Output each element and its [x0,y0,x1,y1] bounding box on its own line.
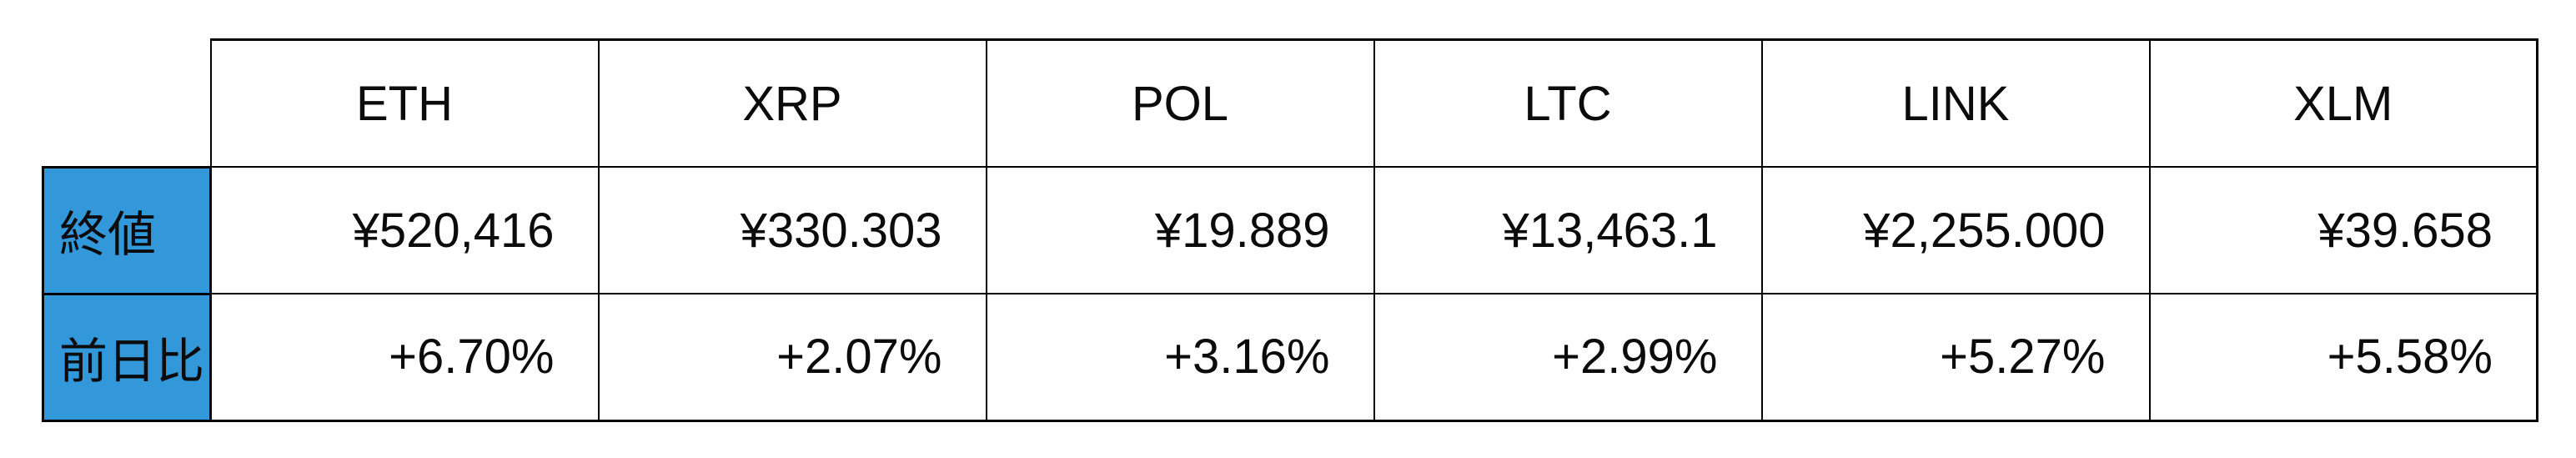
cell-change-xlm: +5.58% [2148,293,2538,422]
cell-change-eth: +6.70% [209,293,600,422]
cell-close-xrp: ¥330.303 [597,166,987,294]
cell-close-pol: ¥19.889 [985,166,1375,294]
table-row-closing-price: 終値 ¥520,416 ¥330.303 ¥19.889 ¥13,463.1 ¥… [42,165,2538,295]
row-label-day-change: 前日比 [42,292,212,422]
col-header-xlm: XLM [2148,38,2538,168]
col-header-xrp: XRP [597,38,987,168]
row-label-closing-price: 終値 [42,165,212,295]
col-header-eth: ETH [209,38,600,168]
col-header-link: LINK [1760,38,2151,168]
table-header-row: ETH XRP POL LTC LINK XLM [43,38,2538,168]
cell-close-xlm: ¥39.658 [2148,166,2538,294]
col-header-ltc: LTC [1373,38,1763,168]
cell-change-xrp: +2.07% [597,293,987,422]
crypto-price-table: ETH XRP POL LTC LINK XLM 終値 ¥520,416 ¥33… [42,38,2538,422]
table-row-day-change: 前日比 +6.70% +2.07% +3.16% +2.99% +5.27% +… [42,292,2538,422]
cell-close-eth: ¥520,416 [209,166,600,294]
cell-change-ltc: +2.99% [1373,293,1763,422]
cell-change-link: +5.27% [1760,293,2151,422]
cell-close-link: ¥2,255.000 [1760,166,2151,294]
cell-change-pol: +3.16% [985,293,1375,422]
corner-empty-cell [43,40,211,168]
col-header-pol: POL [985,38,1375,168]
cell-close-ltc: ¥13,463.1 [1373,166,1763,294]
